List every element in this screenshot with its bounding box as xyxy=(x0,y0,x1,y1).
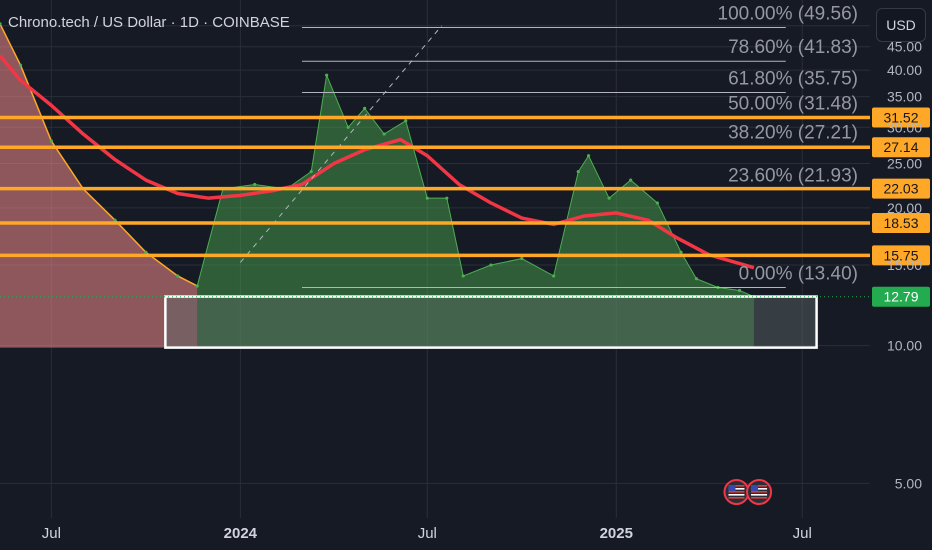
price-area xyxy=(197,75,754,348)
support-zone-box xyxy=(164,295,818,349)
price-point xyxy=(49,139,53,143)
flag-stripe xyxy=(751,491,768,493)
flag-stripe xyxy=(751,494,768,496)
price-point xyxy=(176,274,180,278)
price-point xyxy=(425,196,429,200)
current-price-badge xyxy=(872,286,930,307)
level-price-badge xyxy=(872,213,930,234)
flag-canton xyxy=(728,485,736,491)
price-point xyxy=(607,196,611,200)
flag-stripe xyxy=(728,491,745,493)
y-tick-label: 10.00 xyxy=(887,338,922,354)
price-point xyxy=(737,288,742,293)
flag-stripe xyxy=(751,485,768,487)
us-flag-icon xyxy=(746,479,773,505)
price-point xyxy=(382,132,386,136)
fibonacci-level-label: 61.80% (35.75) xyxy=(728,68,858,89)
price-point xyxy=(520,256,524,261)
y-tick-label: 5.00 xyxy=(895,475,922,491)
price-point xyxy=(586,154,591,158)
price-point xyxy=(113,218,117,222)
price-point xyxy=(18,63,23,67)
currency-button[interactable]: USD xyxy=(876,8,926,42)
price-point xyxy=(489,263,493,267)
flag-stripe xyxy=(728,485,745,487)
price-point xyxy=(346,125,350,129)
price-point xyxy=(552,274,556,278)
price-point xyxy=(253,182,257,187)
fibonacci-level-label: 100.00% (49.56) xyxy=(718,4,859,25)
symbol-title[interactable]: Chrono.tech / US Dollar · 1D · COINBASE xyxy=(8,14,290,31)
price-point xyxy=(629,178,633,182)
y-tick-label: 35.00 xyxy=(887,89,922,105)
level-price-badge xyxy=(872,245,930,266)
price-point xyxy=(694,277,699,281)
y-tick-label: 20.00 xyxy=(887,200,922,216)
level-price-badge xyxy=(872,178,930,199)
level-price-label: 15.75 xyxy=(883,247,918,263)
y-tick-label: 30.00 xyxy=(887,119,922,135)
level-price-label: 18.53 xyxy=(883,215,918,231)
price-point xyxy=(655,201,659,205)
level-price-badge xyxy=(872,137,930,158)
level-price-label: 22.03 xyxy=(883,181,918,197)
price-point xyxy=(679,250,683,254)
flag-stripe xyxy=(728,488,745,490)
price-point xyxy=(144,250,148,254)
level-price-badge xyxy=(872,107,930,128)
us-flag-icon xyxy=(723,479,750,505)
fibonacci-level-label: 38.20% (27.21) xyxy=(728,123,858,144)
y-tick-label: 15.00 xyxy=(887,257,922,273)
flag-canton xyxy=(751,485,759,491)
price-point xyxy=(325,73,329,77)
y-tick-label: 45.00 xyxy=(887,39,922,55)
current-price-label: 12.79 xyxy=(883,289,918,305)
level-price-label: 31.52 xyxy=(883,109,918,125)
flag-stripe xyxy=(751,488,768,490)
flag-stripe xyxy=(728,497,745,499)
price-point xyxy=(363,106,367,110)
x-tick-label: 2025 xyxy=(600,525,633,542)
fibonacci-level-label: 78.60% (41.83) xyxy=(728,37,858,58)
fibonacci-level-label: 0.00% (13.40) xyxy=(739,263,858,284)
price-point xyxy=(461,274,465,278)
downtrend-area xyxy=(0,23,198,348)
price-point xyxy=(309,170,313,174)
y-tick-label: 25.00 xyxy=(887,156,922,172)
flag-stripe xyxy=(728,494,745,496)
flag-stripe xyxy=(751,497,768,499)
price-line xyxy=(196,73,755,298)
y-tick-label: 40.00 xyxy=(887,62,922,78)
price-point xyxy=(445,196,449,200)
x-tick-label: Jul xyxy=(42,525,61,542)
moving-average-line xyxy=(0,54,755,270)
level-price-label: 27.14 xyxy=(883,139,918,155)
x-tick-label: Jul xyxy=(418,525,437,542)
fibonacci-level-label: 23.60% (21.93) xyxy=(728,166,858,187)
x-tick-label: Jul xyxy=(793,525,812,542)
price-point xyxy=(576,170,580,174)
x-tick-label: 2024 xyxy=(224,525,258,542)
downtrend-price-line xyxy=(0,23,198,287)
price-point xyxy=(195,284,199,288)
price-point xyxy=(0,22,2,26)
fibonacci-level-label: 50.00% (31.48) xyxy=(728,94,858,115)
price-point xyxy=(404,119,408,123)
